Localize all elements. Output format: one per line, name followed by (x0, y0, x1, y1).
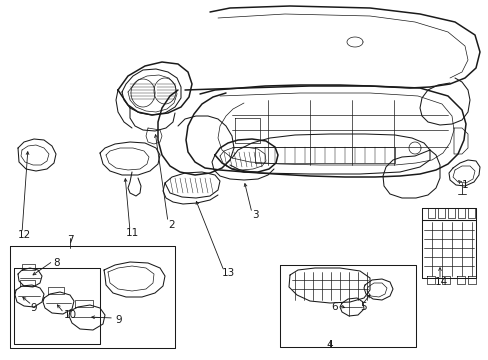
Text: 8: 8 (53, 258, 60, 268)
Text: 6: 6 (331, 302, 337, 312)
Text: 13: 13 (222, 268, 235, 278)
Text: 11: 11 (126, 228, 139, 238)
Text: 9: 9 (30, 303, 37, 313)
Text: 3: 3 (251, 210, 258, 220)
Text: 9: 9 (115, 315, 122, 325)
Text: 14: 14 (434, 277, 447, 287)
Text: 12: 12 (18, 230, 31, 240)
Text: 10: 10 (64, 310, 77, 320)
Text: 2: 2 (168, 220, 174, 230)
Text: 5: 5 (359, 302, 366, 312)
Text: 7: 7 (66, 235, 73, 245)
Text: 4: 4 (326, 340, 333, 350)
Text: 1: 1 (461, 180, 468, 190)
